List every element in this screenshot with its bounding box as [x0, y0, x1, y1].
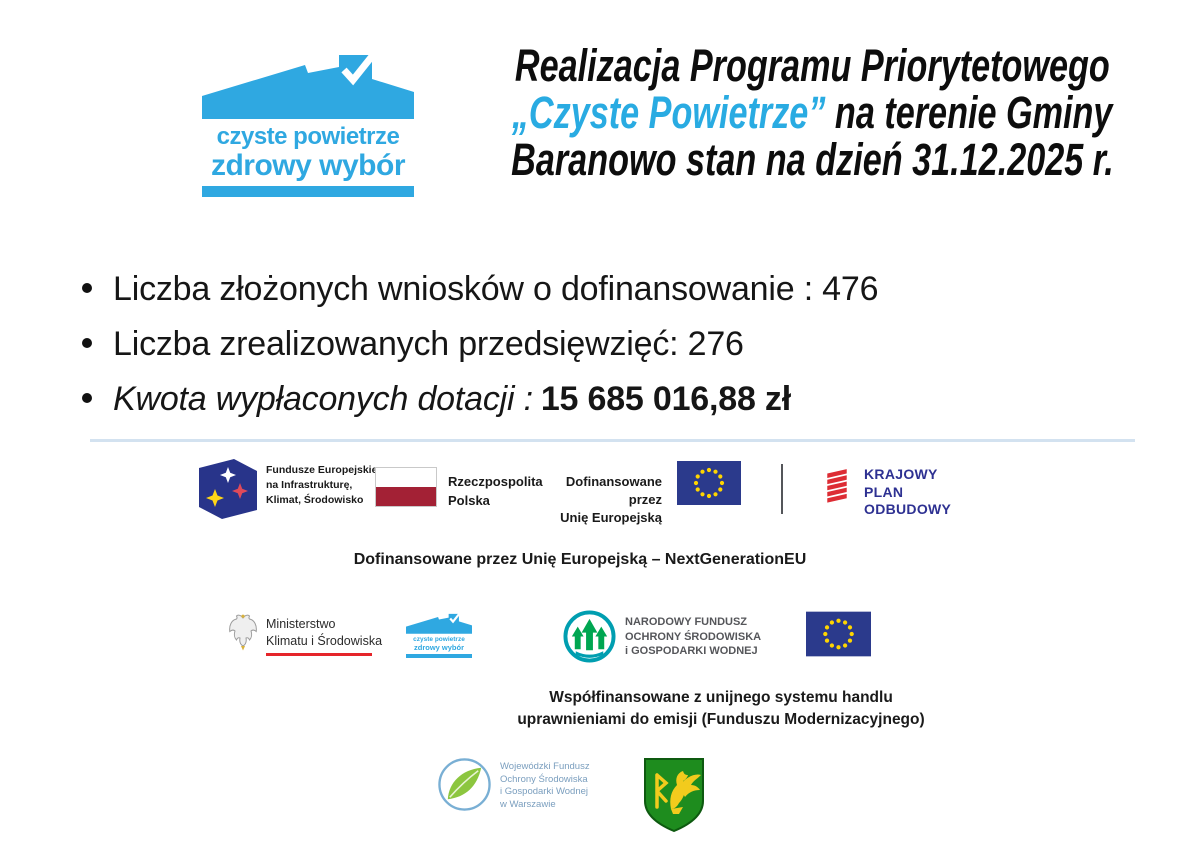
eu-flag-icon	[677, 461, 741, 510]
logo-underline-bar	[202, 186, 414, 197]
logo-text-line1: czyste powietrze	[216, 123, 400, 150]
bullet-dot-icon	[82, 393, 92, 403]
logo-text-line2: zdrowy wybór	[210, 149, 406, 182]
cofinance-statement: Współfinansowane z unijnego systemu hand…	[471, 687, 971, 730]
ministry-logo: Ministerstwo Klimatu i Środowiska	[228, 613, 382, 656]
ministry-label-line1: Ministerstwo	[266, 617, 336, 631]
ministry-red-underline	[266, 653, 372, 656]
section-divider	[90, 439, 1135, 442]
eu-flag-icon	[806, 611, 871, 662]
ministry-label-line2: Klimatu i Środowiska	[266, 634, 383, 648]
stats-bullet-list: Liczba złożonych wniosków o dofinansowan…	[80, 268, 1130, 433]
kpo-label-line2: PLAN	[864, 483, 904, 500]
wfosigw-label-line4: w Warszawie	[500, 798, 556, 810]
stat-amount-label: Kwota wypłaconych dotacji :	[113, 380, 533, 418]
list-item: Kwota wypłaconych dotacji :15 685 016,88…	[80, 378, 1130, 420]
poland-flag-icon	[375, 467, 437, 507]
vertical-divider	[781, 464, 783, 514]
polish-eagle-icon	[229, 614, 257, 651]
mini-logo-underline-bar	[406, 654, 472, 658]
title-line2-program-name: „Czyste Powietrze”	[511, 87, 826, 138]
wfosigw-logo: Wojewódzki Fundusz Ochrony Środowiska i …	[437, 757, 590, 812]
rp-label-line1: Rzeczpospolita	[448, 474, 543, 489]
fundusze-europejskie-flag-icon	[199, 459, 257, 519]
krajowy-plan-odbudowy-logo: KRAJOWY PLAN ODBUDOWY	[822, 465, 951, 519]
ministry-label: Ministerstwo Klimatu i Środowiska	[266, 613, 382, 656]
eu-funding-label: Dofinansowane przez Unię Europejską	[538, 473, 662, 527]
fe-label-line3: Klimat, Środowisko	[266, 494, 364, 506]
house-checkmark-icon	[406, 613, 472, 634]
fundusze-europejskie-logo: Fundusze Europejskie na Infrastrukturę, …	[197, 458, 377, 520]
bullet-dot-icon	[82, 283, 92, 293]
wfosigw-label-line3: i Gospodarki Wodnej	[500, 786, 589, 797]
rzeczpospolita-polska-label: Rzeczpospolita Polska	[448, 472, 543, 510]
stat-amount-value: 15 685 016,88 zł	[540, 380, 791, 418]
poland-flag-white-stripe	[376, 468, 436, 487]
cofinance-line1: Współfinansowane z unijnego systemu hand…	[549, 689, 893, 706]
kpo-label-line1: KRAJOWY	[864, 466, 938, 482]
wfosigw-leaf-icon	[438, 758, 491, 811]
wfosigw-label-line1: Wojewódzki Fundusz	[500, 761, 590, 772]
kpo-label-line3: ODBUDOWY	[864, 501, 952, 517]
fundusze-europejskie-label: Fundusze Europejskie na Infrastrukturę, …	[266, 458, 377, 520]
eu-funding-line1: Dofinansowane przez	[565, 474, 662, 507]
nextgeneration-eu-statement: Dofinansowane przez Unię Europejską – Ne…	[353, 551, 807, 568]
title-line3: Baranowo stan na dzień 31.12.2025 r.	[510, 134, 1114, 185]
mini-logo-text-line1: czyste powietrze	[413, 636, 465, 643]
nfosigw-label: NARODOWY FUNDUSZ OCHRONY ŚRODOWISKA i GO…	[625, 610, 761, 663]
house-checkmark-icon	[202, 53, 414, 119]
fe-label-line1: Fundusze Europejskie	[266, 464, 378, 476]
list-item: Liczba zrealizowanych przedsięwzięć: 276	[80, 323, 1130, 365]
title-line1: Realizacja Programu Priorytetowego	[514, 40, 1110, 91]
page-title: Realizacja Programu Priorytetowego „Czys…	[478, 42, 1146, 183]
poland-flag-red-stripe	[376, 487, 436, 506]
czyste-powietrze-logo: czyste powietrze zdrowy wybór	[202, 53, 414, 197]
stat-applications: Liczba złożonych wniosków o dofinansowan…	[113, 270, 879, 308]
nfosigw-tree-icon	[563, 610, 616, 663]
title-line2: „Czyste Powietrze” na terenie Gminy	[512, 89, 1113, 136]
stat-completed: Liczba zrealizowanych przedsięwzięć: 276	[113, 325, 744, 363]
title-line2-rest: na terenie Gminy	[825, 87, 1113, 138]
wfosigw-label: Wojewódzki Fundusz Ochrony Środowiska i …	[500, 757, 590, 812]
kpo-label: KRAJOWY PLAN ODBUDOWY	[864, 465, 951, 519]
kpo-building-icon	[827, 469, 847, 503]
wfosigw-label-line2: Ochrony Środowiska	[500, 773, 588, 785]
cofinance-line2: uprawnieniami do emisji (Funduszu Modern…	[517, 710, 925, 728]
nfosigw-label-line1: NARODOWY FUNDUSZ	[625, 616, 748, 628]
czyste-powietrze-mini-logo: czyste powietrze zdrowy wybór	[406, 613, 472, 658]
fe-label-line2: na Infrastrukturę,	[266, 479, 353, 491]
baranowo-coat-of-arms-icon	[643, 757, 705, 838]
mini-logo-text-line2: zdrowy wybór	[413, 642, 464, 652]
bullet-dot-icon	[82, 338, 92, 348]
nfosigw-label-line3: i GOSPODARKI WODNEJ	[625, 645, 758, 657]
rp-label-line2: Polska	[448, 493, 490, 508]
nfosigw-logo: NARODOWY FUNDUSZ OCHRONY ŚRODOWISKA i GO…	[563, 610, 761, 663]
list-item: Liczba złożonych wniosków o dofinansowan…	[80, 268, 1130, 310]
nfosigw-label-line2: OCHRONY ŚRODOWISKA	[625, 630, 762, 643]
eu-funding-line2: Unię Europejską	[560, 510, 662, 525]
